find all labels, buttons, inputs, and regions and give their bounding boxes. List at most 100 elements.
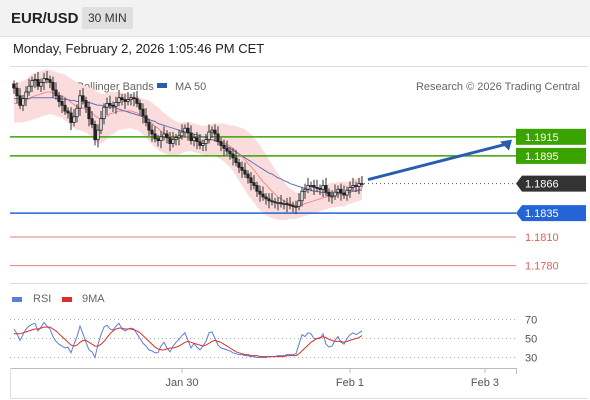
candle-body [159,136,163,142]
candle-body [120,97,124,100]
candle-body [291,205,295,207]
candle-body [306,185,310,190]
level-label-pivot: 1.1835 [525,208,559,220]
candle-body [192,137,196,142]
candle-body [180,131,184,137]
legend-rsi-ma-label: 9MA [82,293,105,305]
legend-ma50-label: MA 50 [175,81,206,93]
candle-body [60,101,64,106]
candle-body [174,137,178,141]
rsi-panel: 70 50 30 [10,315,537,365]
candle-body [231,153,235,159]
candle-body [267,198,271,202]
candle-body [300,190,304,202]
legend-rsi-label: RSI [33,293,51,305]
legend-ma50-swatch [157,83,167,88]
candle-body [54,89,58,97]
candle-body [12,83,16,89]
level-tag-resistance [516,128,586,145]
candle-body [84,100,88,108]
forecast-arrow [367,139,512,182]
candle-body [303,188,307,192]
candle-body [96,129,100,141]
candle-body [51,82,55,91]
candle-body [78,95,82,109]
candle-body [309,185,313,187]
candle-body [186,127,190,134]
candle-body [168,137,172,144]
candle-body [150,129,154,135]
candle-body [48,79,52,83]
candle-body [42,78,46,83]
candles [12,70,364,215]
candle-body [324,185,328,193]
candle-body [165,133,169,139]
rsi-tick-label: 50 [525,334,537,346]
candle-body [111,104,115,107]
candle-body [105,103,109,108]
level-labels: 1.1915 1.1895 1.1866 1.1835 1.1810 1.1780 [516,128,586,273]
legend-rsi-swatch [12,297,22,302]
candle-body [204,139,208,144]
candle-body [348,187,352,191]
candle-body [27,85,31,93]
rsi-line [13,321,363,359]
candle-body [213,129,217,135]
candle-body [69,112,73,123]
candle-body [258,190,262,195]
candle-body [108,103,112,106]
candle-body [273,201,277,204]
level-lines [10,136,516,267]
candle-body [276,202,280,205]
candle-body [21,98,25,106]
candle-body [351,185,355,188]
candle-body [171,139,175,144]
candle-body [270,200,274,203]
rsi-tick-label: 30 [525,353,537,365]
candle-body [282,203,286,206]
candle-body [318,187,322,190]
level-label-current: 1.1866 [525,179,559,191]
candle-body [18,95,22,106]
candle-body [237,162,241,168]
candle-body [195,137,199,142]
candle-body [57,95,61,102]
candle-body [294,206,298,208]
candle-body [234,157,238,163]
candle-body [144,115,148,123]
candle-body [198,141,202,146]
candle-body [312,185,316,188]
symbol-label: EUR/USD [11,10,79,27]
candle-body [333,191,337,197]
level-label-support: 1.1780 [525,261,559,273]
candle-body [297,200,301,207]
candle-body [141,108,145,117]
candle-body [243,169,247,175]
candle-body [24,91,28,100]
candle-body [288,204,292,206]
candle-body [123,99,127,102]
rsi-ma-line [14,326,363,358]
x-axis-tick-label: Feb 3 [471,377,499,389]
candle-body [72,116,76,123]
x-axis-labels: Jan 30 Feb 1 Feb 3 [165,368,499,389]
candle-body [153,133,157,140]
candle-body [87,106,91,120]
candle-body [189,132,193,142]
x-axis-tick-label: Jan 30 [165,377,198,389]
chart-header: EUR/USD 30 MIN [0,0,590,37]
candle-body [357,183,361,187]
candle-body [117,97,121,103]
candle-body [240,166,244,171]
forecast-arrow-shaft [367,142,509,182]
level-tag-resistance [516,147,586,164]
candle-body [339,188,343,194]
timeframe-button[interactable]: 30 MIN [82,7,133,29]
candle-body [90,118,94,125]
candle-body [102,106,106,120]
candle-body [147,122,151,131]
level-label-resistance: 1.1895 [525,151,559,163]
candle-body [255,185,259,192]
candle-body [252,182,256,186]
